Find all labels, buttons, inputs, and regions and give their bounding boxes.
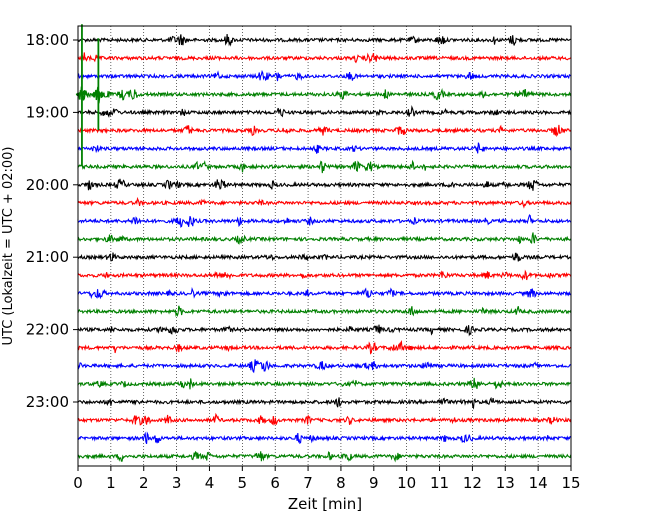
x-tick-label: 3 xyxy=(172,474,182,492)
trace-19-45 xyxy=(77,159,572,174)
trace-20-30 xyxy=(77,214,572,228)
x-tick-label: 9 xyxy=(369,474,379,492)
x-tick-label: 6 xyxy=(270,474,280,492)
y-tick-label: 21:00 xyxy=(26,248,69,266)
trace-23-45 xyxy=(77,450,572,463)
trace-18-30 xyxy=(77,69,572,82)
x-tick-label: 10 xyxy=(397,474,416,492)
trace-23-15 xyxy=(77,412,572,426)
trace-18-15 xyxy=(77,52,572,64)
x-tick-label: 4 xyxy=(205,474,215,492)
trace-20-15 xyxy=(77,196,572,209)
x-axis-label: Zeit [min] xyxy=(288,495,362,513)
y-tick-label: 19:00 xyxy=(26,103,69,121)
x-tick-label: 5 xyxy=(238,474,248,492)
vertical-grid xyxy=(110,26,539,466)
trace-22-45 xyxy=(77,377,571,390)
x-tick-label: 7 xyxy=(303,474,313,492)
x-tick-label: 2 xyxy=(139,474,149,492)
y-axis-label: UTC (Lokalzeit = UTC + 02:00) xyxy=(1,147,16,346)
x-tick-label: 0 xyxy=(73,474,83,492)
trace-18-45 xyxy=(77,88,572,101)
y-tick-label: 23:00 xyxy=(26,393,69,411)
x-tick-label: 14 xyxy=(529,474,548,492)
trace-22-15 xyxy=(77,339,572,355)
trace-19-00 xyxy=(77,105,572,118)
x-tick-label: 11 xyxy=(430,474,449,492)
x-tick-label: 12 xyxy=(463,474,482,492)
trace-20-00 xyxy=(77,178,572,191)
trace-23-00 xyxy=(77,396,572,410)
y-axis-ticks: 18:00 19:00 20:00 21:00 22:00 23:00 xyxy=(26,31,78,411)
trace-21-00 xyxy=(77,252,572,262)
x-tick-label: 1 xyxy=(106,474,116,492)
x-tick-label: 13 xyxy=(496,474,515,492)
x-tick-label: 15 xyxy=(561,474,580,492)
trace-18-00 xyxy=(77,33,571,47)
trace-22-00 xyxy=(77,324,572,337)
x-axis-ticks: 0 1 2 3 4 5 6 7 8 9 10 11 12 13 14 15 xyxy=(73,466,581,492)
trace-20-45 xyxy=(77,232,572,245)
y-tick-label: 20:00 xyxy=(26,176,69,194)
y-tick-label: 22:00 xyxy=(26,321,69,339)
trace-19-15 xyxy=(77,124,572,138)
plot-frame xyxy=(77,25,572,467)
x-tick-label: 8 xyxy=(336,474,346,492)
trace-21-15 xyxy=(77,269,572,281)
trace-19-30 xyxy=(77,142,572,154)
trace-22-30 xyxy=(77,359,572,374)
y-tick-label: 18:00 xyxy=(26,31,69,49)
trace-21-45 xyxy=(77,305,572,318)
seismogram-traces xyxy=(75,24,572,463)
trace-21-30 xyxy=(77,286,571,300)
trace-23-30 xyxy=(77,431,571,445)
